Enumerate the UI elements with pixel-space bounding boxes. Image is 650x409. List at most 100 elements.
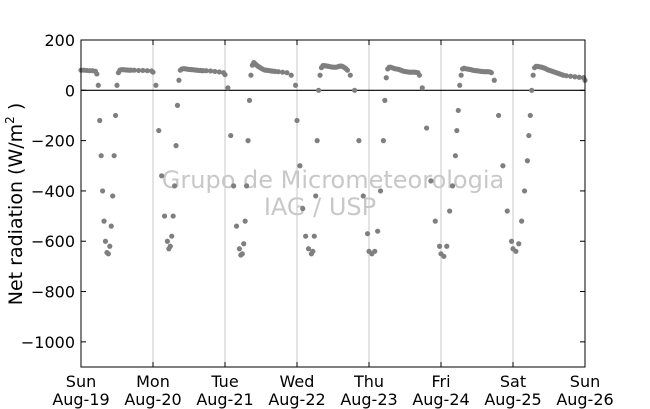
watermark: Grupo de Micrometeorologia IAG / USP (162, 166, 504, 221)
data-point (110, 193, 116, 199)
x-tick-label-date: Aug-26 (556, 390, 613, 409)
data-point (352, 87, 358, 93)
data-point (95, 82, 101, 88)
data-point (310, 248, 316, 254)
data-point (172, 183, 178, 189)
data-point (241, 241, 247, 247)
data-point (174, 102, 181, 108)
data-point (294, 117, 300, 124)
data-point (131, 67, 137, 73)
data-point (529, 87, 535, 93)
data-point (140, 67, 146, 74)
data-point (416, 72, 422, 78)
data-point (491, 77, 497, 83)
y-tick-label: 200 (44, 31, 75, 50)
data-point (449, 183, 456, 189)
data-point (164, 238, 170, 244)
data-point (292, 82, 299, 88)
data-point (208, 68, 214, 74)
data-point (288, 72, 294, 78)
data-point (101, 218, 107, 224)
data-point (447, 208, 453, 214)
data-point (457, 82, 463, 88)
data-point (244, 183, 250, 189)
y-tick-label: −800 (31, 283, 75, 302)
data-point (454, 127, 460, 134)
data-point (105, 251, 111, 257)
x-axis-ticks: SunAug-19MonAug-20TueAug-21WedAug-22ThuA… (52, 40, 614, 409)
data-point (530, 72, 536, 78)
data-point (521, 188, 528, 194)
watermark-line-1: Grupo de Micrometeorologia (162, 166, 504, 194)
data-point (228, 132, 234, 139)
data-point (380, 138, 386, 144)
data-point (170, 213, 176, 219)
data-point (452, 153, 458, 159)
data-point (153, 82, 159, 88)
y-axis-title-sup: 2 (3, 116, 17, 124)
x-tick-label-date: Aug-20 (124, 390, 181, 409)
x-tick-label-date: Aug-22 (268, 390, 325, 409)
x-tick-label-day: Sat (500, 372, 526, 391)
data-point (372, 248, 378, 254)
data-point (111, 153, 117, 159)
data-point (275, 69, 281, 75)
data-point (375, 228, 381, 234)
data-point (364, 231, 371, 237)
data-point (576, 74, 582, 80)
data-point (383, 75, 389, 81)
data-point (300, 205, 306, 212)
data-point (156, 127, 162, 134)
data-point (441, 253, 447, 259)
data-point (173, 143, 179, 149)
data-point (316, 87, 322, 93)
data-point (496, 112, 502, 119)
data-point (161, 213, 168, 219)
data-points (78, 60, 588, 259)
data-point (248, 72, 254, 78)
data-point (100, 188, 106, 194)
plot-frame (80, 39, 586, 368)
x-tick-label-day: Thu (353, 372, 384, 391)
data-point (488, 70, 494, 76)
data-point (504, 208, 510, 214)
data-point (436, 243, 443, 249)
x-tick-label-date: Aug-23 (340, 390, 397, 409)
data-point (516, 241, 522, 247)
data-point (519, 218, 525, 224)
data-point (108, 223, 114, 229)
data-point (284, 70, 290, 76)
data-point (212, 68, 218, 75)
data-point (313, 193, 319, 199)
data-point (242, 218, 248, 224)
data-point (347, 72, 353, 78)
watermark-line-2: IAG / USP (264, 193, 376, 221)
y-tick-label: −200 (31, 132, 75, 151)
data-point (305, 246, 312, 252)
data-point (524, 158, 531, 164)
data-point (458, 72, 464, 78)
data-point (311, 233, 317, 239)
y-tick-label: −1000 (21, 333, 75, 352)
data-point (167, 243, 173, 249)
data-point (150, 69, 156, 75)
x-tick-label-day: Fri (431, 372, 450, 391)
y-tick-label: −400 (31, 182, 75, 201)
data-point (382, 97, 388, 103)
data-point (225, 85, 231, 91)
data-point (317, 72, 323, 78)
data-point (424, 125, 430, 131)
x-tick-label-date: Aug-24 (412, 390, 469, 409)
data-point (508, 238, 515, 244)
vertical-day-grid (152, 40, 514, 367)
data-point (455, 107, 461, 114)
x-tick-label-day: Mon (136, 372, 170, 391)
data-point (176, 77, 182, 83)
data-point (432, 218, 438, 224)
x-tick-label-day: Wed (280, 372, 315, 391)
data-point (98, 153, 104, 159)
data-point (444, 243, 450, 249)
data-point (419, 85, 425, 91)
data-point (563, 73, 569, 79)
y-axis-title: Net radiation (W/m2 ) (3, 103, 27, 305)
